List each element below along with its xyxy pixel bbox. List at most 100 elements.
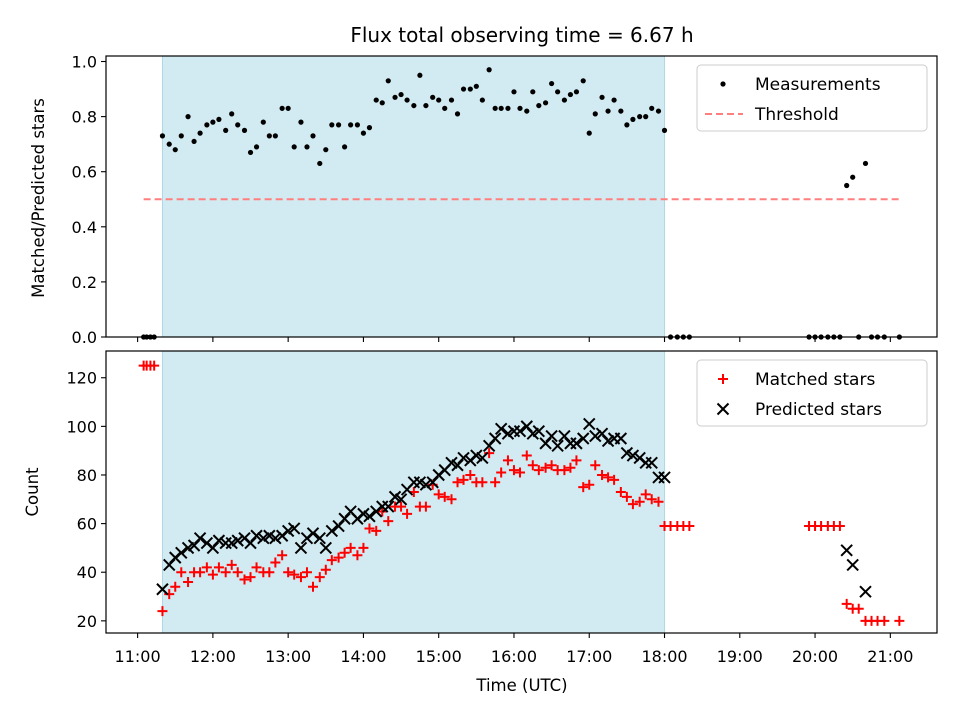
bottom-data-point: [283, 567, 294, 578]
top-y-tick-label: 0.6: [72, 163, 97, 182]
top-data-point: [272, 133, 278, 139]
top-data-point: [385, 78, 391, 84]
top-data-point: [285, 105, 291, 111]
bottom-data-point: [207, 569, 218, 580]
bottom-data-point: [345, 542, 356, 553]
bottom-x-tick-label: 17:00: [566, 647, 612, 666]
top-data-point: [373, 97, 379, 103]
bottom-data-point: [559, 465, 570, 476]
bottom-data-point: [420, 501, 431, 512]
top-data-point: [172, 147, 178, 153]
bottom-x-tick-label: 13:00: [265, 647, 311, 666]
top-data-point: [655, 108, 662, 114]
bottom-data-point: [484, 448, 495, 459]
bottom-data-point: [457, 451, 470, 465]
bottom-legend-marker: [716, 402, 730, 416]
bottom-data-point: [251, 562, 262, 573]
x-axis-label: Time (UTC): [475, 676, 567, 695]
bottom-data-point: [508, 465, 519, 476]
bottom-data-point: [320, 564, 331, 575]
bottom-data-point: [383, 516, 394, 527]
bottom-data-point: [609, 474, 620, 485]
top-data-point: [586, 130, 592, 136]
top-data-point: [423, 102, 429, 109]
bottom-data-point: [452, 477, 463, 488]
top-data-point: [448, 97, 455, 103]
bottom-x-tick-label: 11:00: [115, 647, 161, 666]
bottom-data-point: [513, 425, 527, 438]
bottom-data-point: [565, 462, 576, 473]
bottom-data-point: [314, 572, 325, 583]
top-data-point: [360, 130, 367, 136]
top-y-tick-label: 0.4: [72, 218, 97, 237]
top-data-point: [561, 97, 568, 103]
bottom-data-point: [521, 450, 532, 461]
bottom-data-point: [571, 455, 582, 466]
bottom-data-point: [439, 491, 450, 502]
bottom-data-point: [394, 493, 408, 506]
bottom-data-point: [658, 471, 671, 484]
top-data-point: [498, 105, 504, 111]
top-data-point: [247, 149, 254, 156]
bottom-data-point: [325, 524, 339, 538]
top-data-point: [605, 108, 611, 114]
bottom-data-point: [307, 581, 318, 592]
top-data-point: [197, 130, 203, 136]
bottom-x-tick-label: 20:00: [792, 647, 838, 666]
bottom-data-point: [433, 489, 444, 500]
bottom-data-point: [402, 508, 413, 519]
bottom-data-point: [213, 562, 224, 573]
bottom-data-point: [684, 521, 695, 532]
top-data-point: [649, 105, 655, 111]
bottom-data-point: [603, 472, 614, 483]
bottom-data-point: [157, 606, 168, 617]
top-data-point: [304, 144, 310, 150]
bottom-data-point: [646, 494, 657, 505]
top-data-point: [379, 100, 385, 106]
top-data-point: [392, 94, 398, 100]
bottom-data-point: [295, 572, 306, 583]
bottom-series-predicted-stars: [156, 417, 872, 598]
bottom-data-point: [358, 542, 369, 553]
top-data-point: [404, 97, 410, 103]
top-data-point: [178, 133, 184, 139]
top-y-axis-label: Matched/Predicted stars: [29, 98, 48, 298]
bottom-x-tick-label: 21:00: [867, 647, 913, 666]
bottom-data-point: [621, 491, 632, 502]
bottom-data-point: [396, 501, 407, 512]
bottom-data-point: [846, 558, 859, 572]
top-legend-label: Threshold: [754, 105, 839, 125]
top-data-point: [291, 144, 297, 150]
top-data-point: [530, 89, 536, 95]
bottom-data-point: [490, 477, 501, 488]
top-data-point: [624, 122, 630, 128]
bottom-data-point: [352, 550, 363, 561]
top-data-point: [210, 119, 216, 125]
bottom-data-point: [584, 479, 595, 490]
top-data-point: [191, 138, 197, 145]
bottom-data-point: [176, 567, 187, 578]
bottom-data-point: [164, 589, 175, 600]
bottom-data-point: [269, 531, 282, 545]
bottom-data-point: [250, 529, 263, 542]
top-data-point: [159, 133, 166, 139]
top-data-point: [204, 122, 210, 128]
bottom-data-point: [494, 422, 508, 436]
top-data-point: [253, 144, 260, 150]
bottom-series-matched-stars: [138, 360, 905, 626]
bottom-data-point: [339, 547, 350, 558]
bottom-y-axis-label: Count: [23, 467, 42, 517]
bottom-data-point: [363, 510, 376, 523]
bottom-data-point: [859, 585, 872, 598]
bottom-data-point: [364, 523, 375, 534]
bottom-x-tick-label: 18:00: [641, 647, 687, 666]
bottom-data-point: [458, 474, 469, 485]
bottom-data-point: [570, 437, 583, 450]
top-data-point: [536, 102, 542, 109]
bottom-data-point: [477, 477, 488, 488]
top-data-point: [442, 105, 448, 111]
bottom-y-tick-label: 60: [77, 515, 97, 534]
bottom-data-point: [333, 552, 344, 563]
bottom-data-point: [627, 499, 638, 510]
top-data-point: [430, 94, 436, 100]
